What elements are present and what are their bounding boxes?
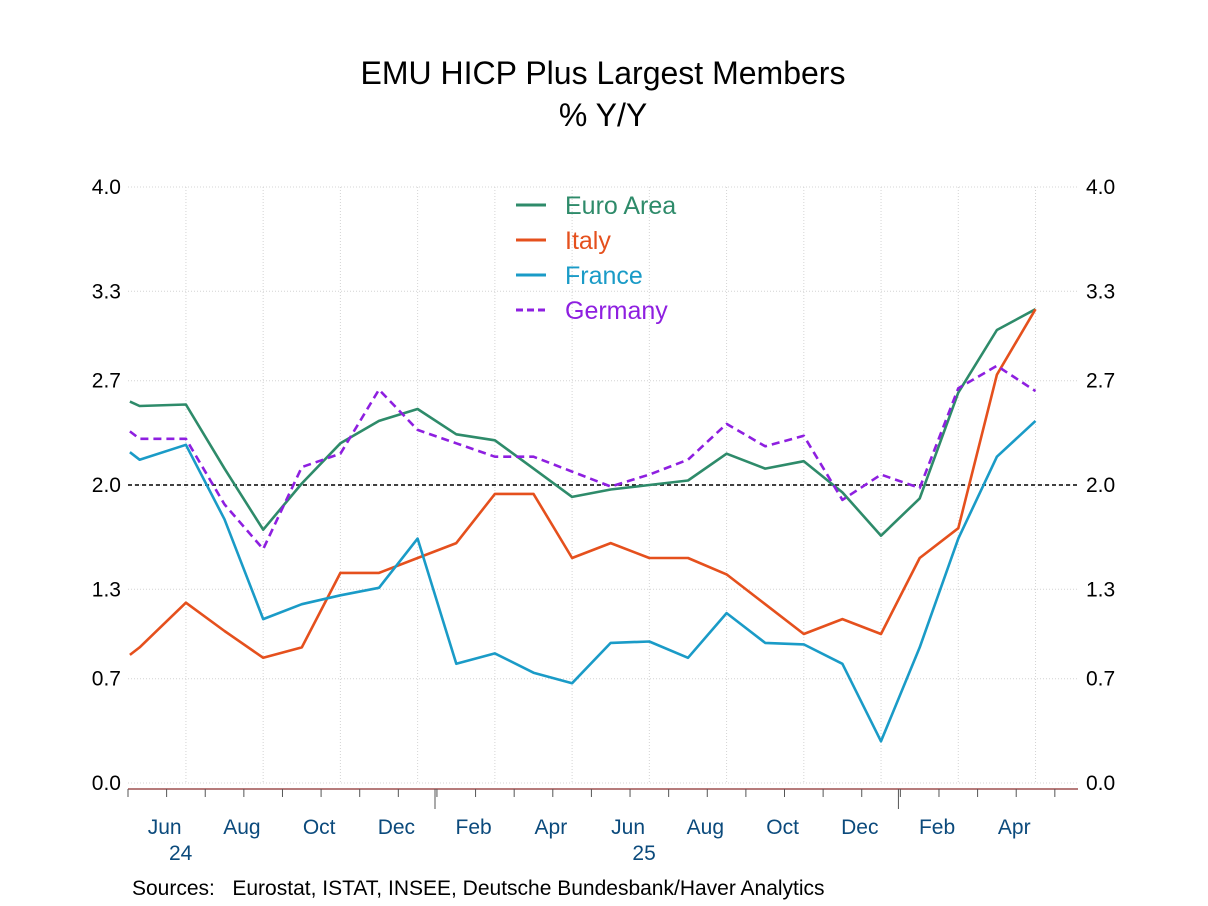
y-tick-label-left: 3.3 bbox=[92, 280, 121, 303]
x-tick-label: Feb bbox=[456, 816, 492, 839]
x-year-label: 24 bbox=[169, 842, 193, 865]
y-tick-label-right: 0.0 bbox=[1086, 772, 1115, 795]
y-tick-label-right: 1.3 bbox=[1086, 578, 1115, 601]
series-line-france bbox=[129, 419, 1037, 743]
y-axis-left: 0.0 0.7 1.3 2.0 2.7 3.3 4.0 bbox=[92, 176, 121, 795]
y-tick-label-left: 1.3 bbox=[92, 578, 121, 601]
legend-label-france: France bbox=[565, 262, 643, 290]
y-tick-label-right: 0.7 bbox=[1086, 668, 1115, 691]
x-tick-label: Aug bbox=[223, 816, 260, 839]
y-tick-label-left: 2.0 bbox=[92, 474, 121, 497]
legend-label-italy: Italy bbox=[565, 227, 611, 255]
y-tick-label-left: 0.0 bbox=[92, 772, 121, 795]
chart-subtitle: % Y/Y bbox=[559, 97, 647, 133]
x-tick-label: Apr bbox=[535, 816, 568, 839]
x-tick-label: Oct bbox=[303, 816, 336, 839]
y-axis-right: 0.0 0.7 1.3 2.0 2.7 3.3 4.0 bbox=[1086, 176, 1115, 795]
series-group bbox=[129, 308, 1037, 743]
x-tick-label: Apr bbox=[998, 816, 1031, 839]
x-tick-label: Feb bbox=[919, 816, 955, 839]
legend-label-euro-area: Euro Area bbox=[565, 192, 676, 220]
x-tick-label: Oct bbox=[766, 816, 799, 839]
y-tick-label-left: 2.7 bbox=[92, 370, 121, 393]
x-tick-label: Dec bbox=[378, 816, 415, 839]
x-tick-label: Aug bbox=[687, 816, 724, 839]
y-tick-label-right: 2.0 bbox=[1086, 474, 1115, 497]
source-note: Sources: Eurostat, ISTAT, INSEE, Deutsch… bbox=[132, 877, 825, 900]
x-tick-label: Jun bbox=[611, 816, 645, 839]
x-year-label: 25 bbox=[632, 842, 655, 865]
x-tick-label: Dec bbox=[841, 816, 878, 839]
series-line-germany bbox=[129, 364, 1037, 551]
chart-title: EMU HICP Plus Largest Members bbox=[361, 55, 846, 91]
x-tick-label: Jun bbox=[148, 816, 182, 839]
y-tick-label-left: 0.7 bbox=[92, 668, 121, 691]
x-axis: Jun 24 Aug Oct Dec Feb Apr Jun 25 Aug Oct Dec Feb Apr bbox=[148, 816, 1031, 865]
legend-label-germany: Germany bbox=[565, 297, 668, 325]
y-tick-label-right: 4.0 bbox=[1086, 176, 1115, 199]
series-line-italy bbox=[129, 308, 1037, 660]
series-line-euro-area bbox=[129, 308, 1037, 537]
y-tick-label-right: 3.3 bbox=[1086, 280, 1115, 303]
legend: Euro Area Italy France Germany bbox=[516, 192, 676, 325]
y-tick-label-left: 4.0 bbox=[92, 176, 121, 199]
y-tick-label-right: 2.7 bbox=[1086, 370, 1115, 393]
